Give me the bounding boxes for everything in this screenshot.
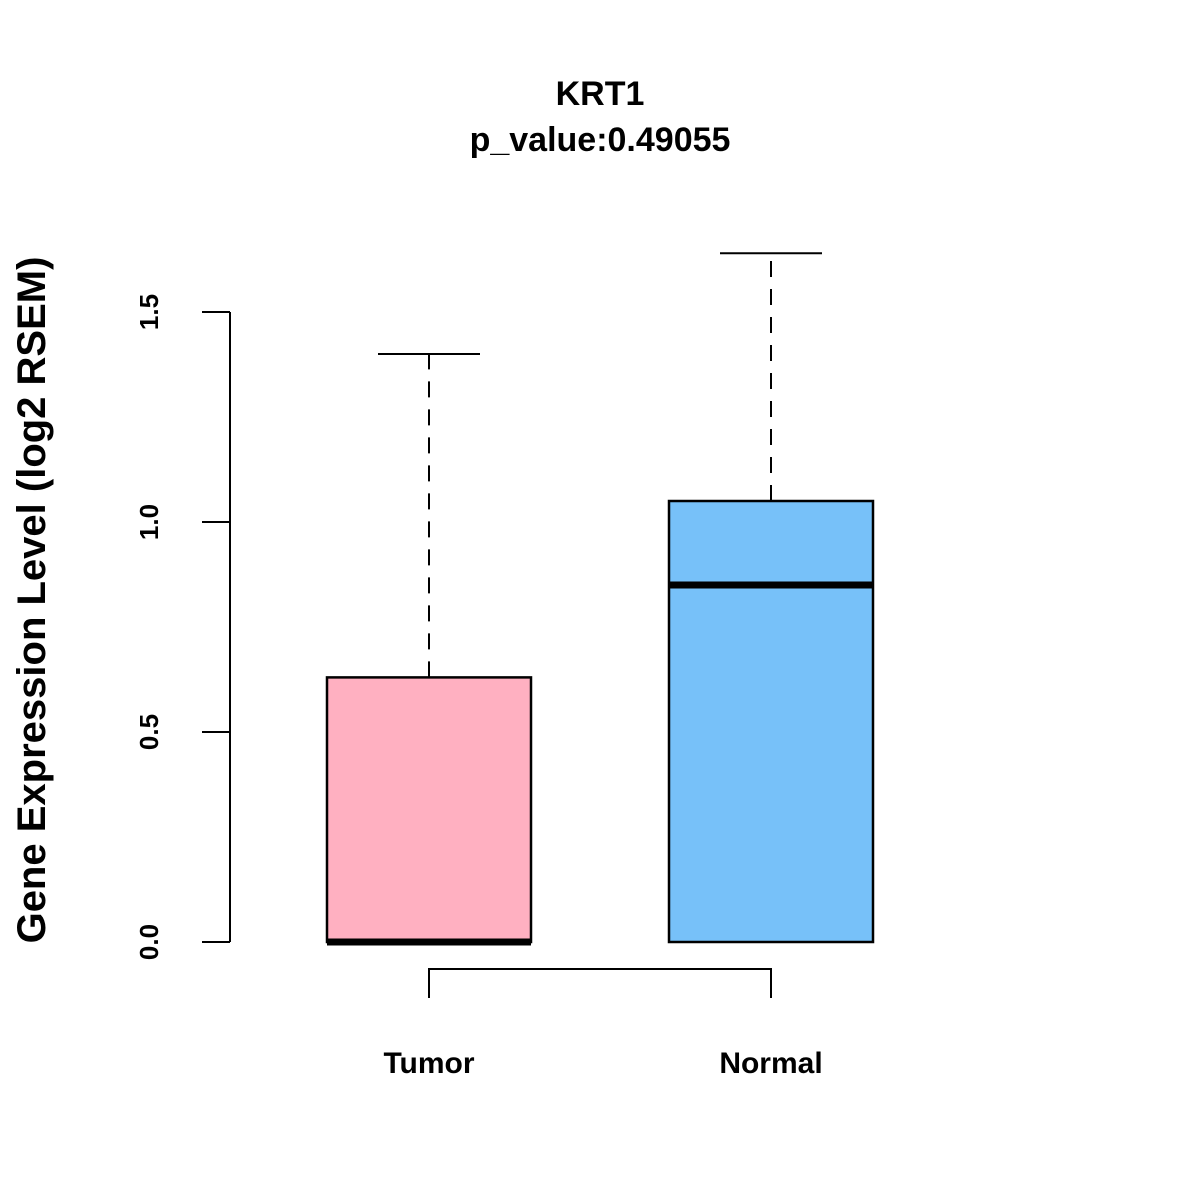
x-axis-labels: Tumor Normal	[383, 1047, 822, 1080]
y-tick-label: 0.5	[134, 714, 164, 750]
y-axis-label: Gene Expression Level (log2 RSEM)	[10, 257, 54, 944]
box-normal	[667, 499, 875, 944]
x-tick-label-tumor: Tumor	[383, 1047, 474, 1080]
x-tick-label-normal: Normal	[719, 1047, 822, 1080]
comparison-bracket	[428, 968, 772, 998]
bracket-line	[428, 968, 772, 998]
y-tick-label: 1.0	[134, 504, 164, 540]
box-group	[325, 252, 875, 946]
y-tick-label: 1.5	[134, 294, 164, 330]
y-axis: 0.0 0.5 1.0 1.5	[134, 294, 231, 960]
chart-title: KRT1	[556, 75, 645, 113]
chart-subtitle: p_value:0.49055	[470, 121, 731, 159]
y-tick-label: 0.0	[134, 924, 164, 960]
box-tumor	[325, 676, 533, 944]
